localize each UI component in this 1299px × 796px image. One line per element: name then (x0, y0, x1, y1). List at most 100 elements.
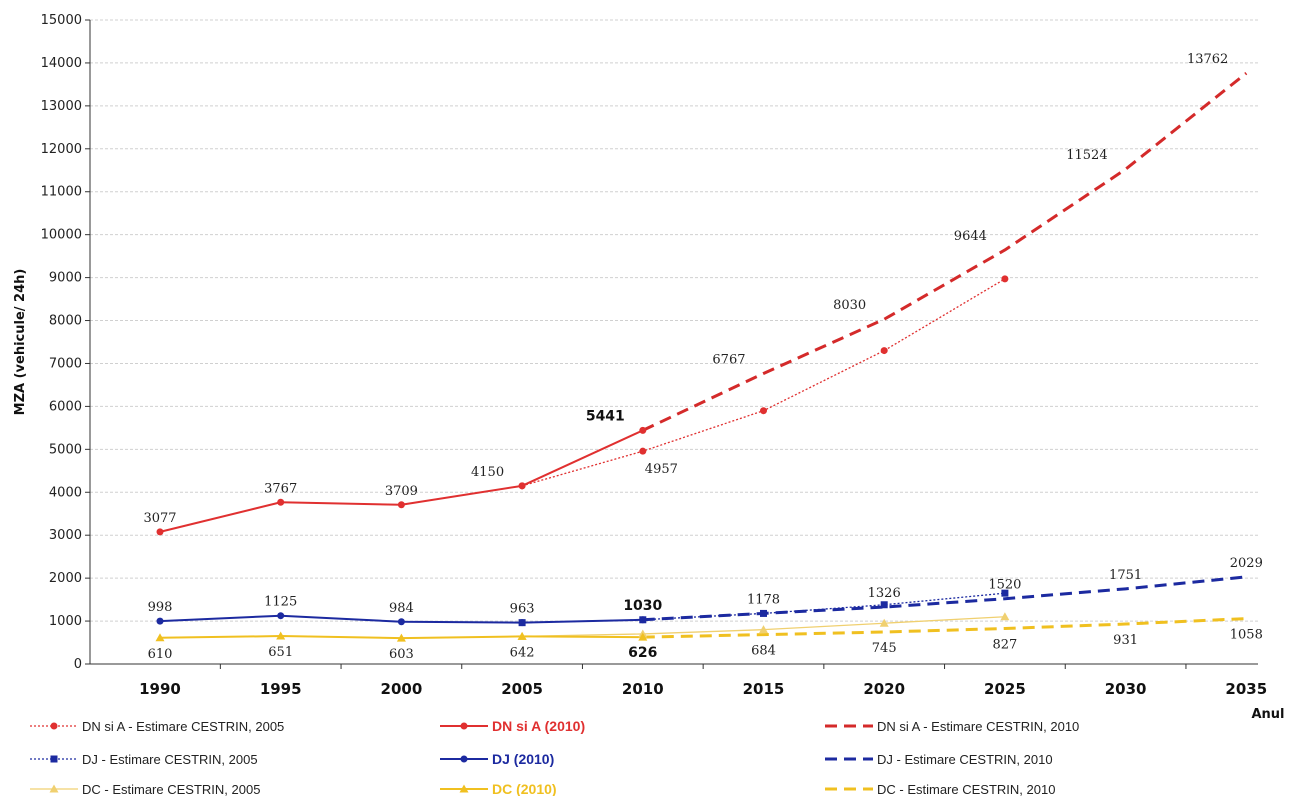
y-tick-label: 4000 (49, 485, 82, 500)
y-tick-label: 15000 (41, 13, 82, 28)
series-line-dn-si-a-estimare-cestrin-2010 (643, 73, 1247, 430)
data-labels: 3077 3767 3709 4150 5441 4957 6767 8030 9644 1152… (143, 52, 1262, 662)
y-tick-label: 0 (74, 657, 82, 672)
data-label: 931 (1113, 633, 1138, 648)
data-label: 984 (389, 601, 414, 616)
legend-label: DC - Estimare CESTRIN, 2005 (82, 782, 260, 796)
y-tick-label: 14000 (41, 56, 82, 71)
x-tick-label: 2015 (743, 680, 785, 698)
x-tick-label: 2025 (984, 680, 1026, 698)
data-label: 1058 (1230, 628, 1263, 643)
data-label: 1520 (988, 578, 1021, 593)
y-tick-label: 3000 (49, 528, 82, 543)
series-line-dn-si-a-estimare-cestrin-2005 (522, 279, 1005, 486)
data-point-dn-si-a-estimare-cestrin-2005 (639, 448, 646, 455)
data-point-dj-2010 (519, 619, 526, 626)
y-tick-label: 1000 (49, 614, 82, 629)
data-label: 4150 (471, 465, 504, 480)
legend-label: DC - Estimare CESTRIN, 2010 (877, 782, 1055, 796)
data-label: 998 (148, 600, 173, 615)
legend-label: DJ - Estimare CESTRIN, 2010 (877, 752, 1053, 767)
y-tick-label: 5000 (49, 442, 82, 457)
y-tick-label: 9000 (49, 271, 82, 286)
data-label: 745 (872, 641, 897, 656)
data-point-dj-2010 (277, 612, 284, 619)
y-tick-label: 6000 (49, 399, 82, 414)
data-point-dj-2010 (398, 618, 405, 625)
grid (90, 20, 1258, 621)
legend-label: DJ - Estimare CESTRIN, 2005 (82, 752, 258, 767)
data-label: 684 (751, 644, 776, 659)
legend-item-dn-si-a-estimare-cestrin-2010: DN si A - Estimare CESTRIN, 2010 (825, 719, 1079, 734)
legend-item-dc-estimare-cestrin-2005: DC - Estimare CESTRIN, 2005 (30, 782, 260, 796)
data-label: 3709 (385, 484, 418, 499)
x-tick-label: 2010 (622, 680, 664, 698)
legend-label: DN si A (2010) (492, 718, 585, 734)
data-label: 9644 (954, 229, 987, 244)
data-point-dj-estimare-cestrin-2005 (881, 601, 888, 608)
legend-marker (51, 723, 58, 730)
y-tick-label: 10000 (41, 228, 82, 243)
series-line-dn-si-a-2010 (160, 430, 643, 531)
x-tick-label: 2005 (501, 680, 543, 698)
data-label: 610 (148, 647, 173, 662)
x-axis-label: Anul (1251, 707, 1284, 722)
data-label: 626 (628, 645, 657, 661)
legend-item-dn-si-a-estimare-cestrin-2005: DN si A - Estimare CESTRIN, 2005 (30, 719, 284, 734)
legend-item-dc-2010: DC (2010) (440, 781, 557, 796)
data-label: 963 (510, 602, 535, 617)
data-point-dj-estimare-cestrin-2005 (760, 610, 767, 617)
x-tick-label: 2020 (863, 680, 905, 698)
data-label: 1326 (868, 586, 901, 601)
data-label: 651 (268, 645, 293, 660)
data-label: 1125 (264, 595, 297, 610)
data-label: 5441 (586, 408, 625, 424)
y-tick-label: 2000 (49, 571, 82, 586)
data-label: 6767 (712, 352, 745, 367)
series-line-dj-estimare-cestrin-2010 (643, 577, 1247, 620)
data-label: 1751 (1109, 568, 1142, 583)
data-label: 8030 (833, 298, 866, 313)
data-label: 4957 (645, 462, 678, 477)
legend-marker (51, 756, 58, 763)
legend-marker (461, 723, 468, 730)
x-tick-label: 2030 (1105, 680, 1147, 698)
data-label: 3767 (264, 481, 297, 496)
data-label: 1178 (747, 592, 780, 607)
y-tick-label: 12000 (41, 142, 82, 157)
data-point-dn-si-a-2010 (519, 482, 526, 489)
legend-marker (461, 756, 468, 763)
series-line-dc-estimare-cestrin-2010 (643, 619, 1247, 638)
data-point-dn-si-a-2010 (277, 499, 284, 506)
y-tick-label: 13000 (41, 99, 82, 114)
data-label: 1030 (623, 598, 662, 614)
x-tick-label: 1995 (260, 680, 302, 698)
data-point-dc-estimare-cestrin-2005 (1000, 612, 1009, 620)
axes: 0 1000 2000 3000 4000 5000 6000 7000 8000 9000 100… (13, 13, 1299, 722)
data-point-dn-si-a-estimare-cestrin-2005 (1001, 275, 1008, 282)
legend-item-dj-estimare-cestrin-2005: DJ - Estimare CESTRIN, 2005 (30, 752, 258, 767)
data-point-dn-si-a-2010 (157, 528, 164, 535)
data-point-dj-2010 (157, 618, 164, 625)
data-point-dn-si-a-2010 (639, 427, 646, 434)
data-label: 11524 (1066, 148, 1107, 163)
data-label: 2029 (1230, 556, 1263, 571)
x-tick-label: 2000 (381, 680, 423, 698)
legend-item-dj-estimare-cestrin-2010: DJ - Estimare CESTRIN, 2010 (825, 752, 1053, 767)
y-tick-label: 8000 (49, 314, 82, 329)
data-point-dn-si-a-2010 (398, 501, 405, 508)
y-axis-label: MZA (vehicule/ 24h) (13, 269, 28, 416)
legend-item-dc-estimare-cestrin-2010: DC - Estimare CESTRIN, 2010 (825, 782, 1055, 796)
legend-item-dj-2010: DJ (2010) (440, 751, 554, 767)
data-point-dn-si-a-estimare-cestrin-2005 (760, 407, 767, 414)
x-tick-label: 1990 (139, 680, 181, 698)
legend-label: DN si A - Estimare CESTRIN, 2010 (877, 719, 1079, 734)
legend-label: DN si A - Estimare CESTRIN, 2005 (82, 719, 284, 734)
data-label: 603 (389, 647, 414, 662)
legend: DN si A - Estimare CESTRIN, 2005 DN si A … (30, 718, 1079, 796)
y-tick-label: 11000 (41, 185, 82, 200)
data-label: 3077 (143, 511, 176, 526)
y-tick-label: 7000 (49, 356, 82, 371)
